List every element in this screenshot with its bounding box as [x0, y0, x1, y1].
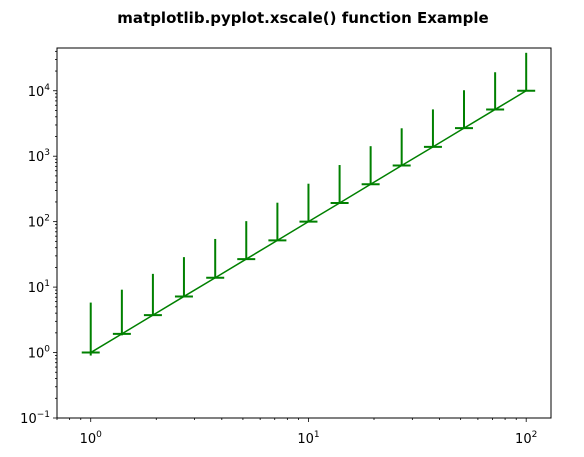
- x-tick-label: 101: [297, 430, 319, 447]
- y-tick-label: 102: [28, 214, 50, 231]
- plot-area: [81, 52, 536, 356]
- y-tick-label: 10−1: [20, 410, 50, 427]
- x-tick-label: 102: [515, 430, 537, 447]
- x-tick-label: 100: [80, 430, 103, 447]
- y-tick-label: 100: [28, 345, 51, 362]
- axes-frame: [56, 47, 552, 419]
- y-tick-label: 104: [28, 83, 51, 100]
- y-axis: 10−1 100 101 102 103 104: [20, 50, 57, 427]
- x-axis: 100 101 102: [56, 418, 537, 447]
- y-tick-label: 103: [28, 148, 50, 165]
- chart-title: matplotlib.pyplot.xscale() function Exam…: [117, 9, 488, 27]
- y-tick-label: 101: [28, 279, 50, 296]
